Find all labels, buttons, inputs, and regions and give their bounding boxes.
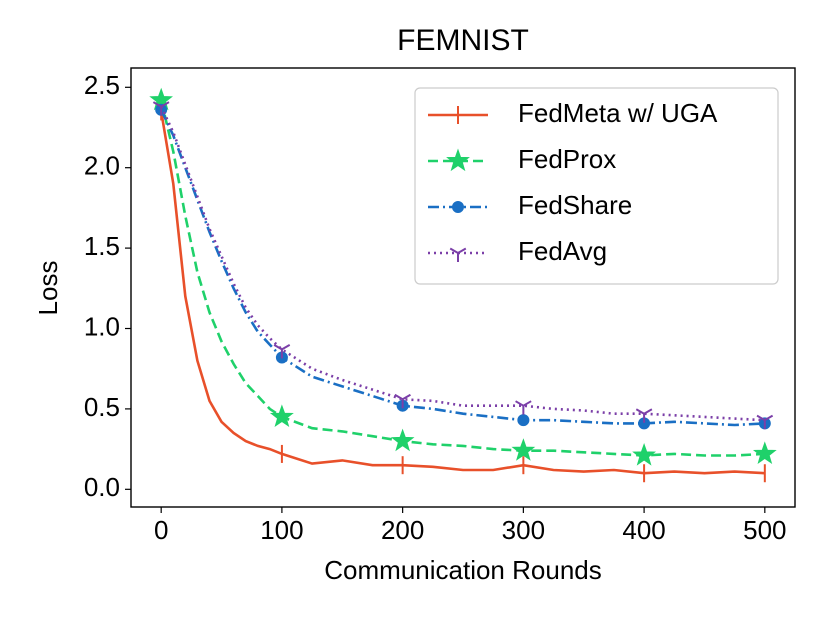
chart-title: FEMNIST — [397, 24, 529, 57]
marker-part — [511, 438, 536, 461]
marker-part — [273, 344, 283, 351]
y-tick-label: 2.5 — [84, 70, 120, 100]
marker-part — [522, 400, 532, 407]
marker-part — [764, 414, 774, 422]
y-tick-label: 2.0 — [84, 151, 120, 181]
marker — [632, 443, 657, 466]
marker-part — [394, 393, 404, 401]
marker-part — [643, 408, 653, 415]
x-tick-label: 0 — [154, 515, 168, 545]
series-line — [159, 111, 765, 475]
plot-frame — [130, 67, 796, 508]
marker-part — [160, 101, 170, 108]
marker-part — [449, 247, 459, 254]
marker — [449, 247, 467, 262]
marker — [452, 201, 464, 213]
marker-part — [402, 393, 411, 401]
y-tick-label: 1.5 — [84, 231, 120, 261]
marker — [446, 148, 470, 172]
marker-part — [517, 414, 530, 427]
marker-part — [281, 344, 291, 351]
marker-part — [152, 101, 162, 108]
marker-part — [457, 247, 467, 254]
marker-part — [635, 408, 645, 415]
marker — [515, 400, 532, 415]
series-line — [160, 106, 765, 422]
legend-label: FedShare — [518, 190, 632, 220]
y-tick-label: 0.5 — [84, 392, 120, 422]
marker — [152, 101, 170, 116]
marker-part — [753, 441, 777, 464]
x-tick-label: 400 — [622, 515, 665, 545]
y-tick-label: 0.0 — [84, 472, 120, 502]
marker — [390, 428, 415, 452]
marker — [269, 404, 294, 427]
x-tick-label: 300 — [502, 515, 545, 545]
marker — [394, 393, 411, 409]
marker — [753, 441, 777, 464]
marker — [511, 438, 536, 461]
marker — [756, 414, 774, 430]
legend-label: FedAvg — [518, 236, 607, 266]
marker-part — [446, 148, 470, 172]
x-tick-label: 200 — [381, 515, 424, 545]
legend-label: FedProx — [518, 144, 616, 174]
marker-part — [390, 428, 415, 452]
x-tick-label: 500 — [743, 515, 786, 545]
series-line — [159, 99, 765, 457]
legend-label: FedMeta w/ UGA — [518, 98, 718, 128]
marker-part — [515, 400, 524, 407]
legend-box — [414, 87, 779, 285]
marker-part — [452, 201, 464, 213]
x-tick-label: 100 — [260, 515, 303, 545]
series-line — [160, 109, 765, 427]
y-axis-label: Loss — [33, 261, 63, 316]
marker-part — [632, 443, 657, 466]
marker — [635, 408, 653, 423]
x-axis-label: Communication Rounds — [324, 555, 601, 585]
marker — [517, 414, 530, 427]
marker — [273, 344, 291, 359]
marker-part — [756, 414, 766, 422]
marker-part — [269, 404, 294, 427]
y-tick-label: 1.0 — [84, 311, 120, 341]
